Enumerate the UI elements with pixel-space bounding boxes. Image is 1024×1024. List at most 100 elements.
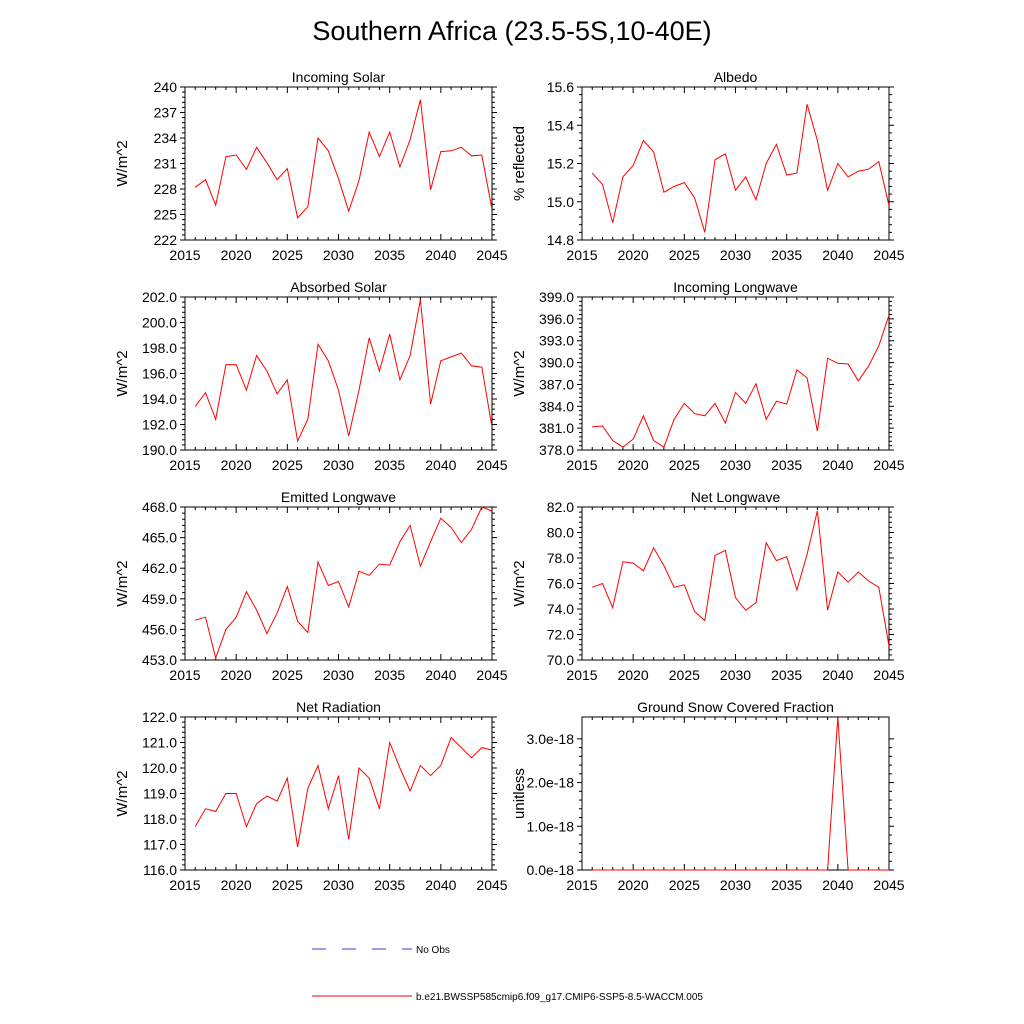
y-tick-label-net-longwave: 76.0 (547, 576, 574, 592)
x-tick-label-net-longwave: 2015 (566, 667, 597, 683)
x-tick-label-net-radiation: 2035 (374, 877, 405, 893)
y-tick-label-emitted-longwave: 459.0 (142, 591, 177, 607)
y-tick-label-incoming-solar: 222 (154, 232, 178, 248)
x-tick-label-net-radiation: 2040 (425, 877, 456, 893)
y-tick-label-albedo: 14.8 (547, 232, 574, 248)
x-tick-label-net-radiation: 2020 (221, 877, 252, 893)
x-tick-label-incoming-longwave: 2030 (720, 457, 751, 473)
x-tick-label-incoming-solar: 2035 (374, 247, 405, 263)
x-tick-label-net-radiation: 2045 (476, 877, 507, 893)
panel-title-net-longwave: Net Longwave (691, 489, 781, 505)
y-tick-label-incoming-longwave: 399.0 (539, 289, 574, 305)
x-tick-label-net-longwave: 2030 (720, 667, 751, 683)
y-tick-label-absorbed-solar: 196.0 (142, 366, 177, 382)
y-tick-label-net-radiation: 122.0 (142, 709, 177, 725)
panel-title-incoming-longwave: Incoming Longwave (673, 279, 798, 295)
y-tick-label-incoming-solar: 240 (154, 79, 178, 95)
y-tick-label-emitted-longwave: 456.0 (142, 621, 177, 637)
x-tick-label-incoming-longwave: 2015 (566, 457, 597, 473)
y-axis-label-emitted-longwave: W/m^2 (114, 560, 131, 606)
x-tick-label-incoming-solar: 2040 (425, 247, 456, 263)
panel-incoming-longwave: Incoming Longwave 2015 2020 2025 2030 2035 204… (511, 279, 905, 473)
panel-absorbed-solar: Absorbed Solar 2015 2020 2025 2030 2035 2040 20… (114, 279, 508, 473)
series-line-albedo (591, 104, 889, 233)
y-tick-label-incoming-longwave: 387.0 (539, 376, 574, 392)
y-tick-label-incoming-longwave: 378.0 (539, 442, 574, 458)
y-tick-label-albedo: 15.4 (547, 117, 574, 133)
y-tick-label-ground-snow-covered-fraction: 2.0e-18 (527, 775, 575, 791)
panel-net-longwave: Net Longwave 2015 2020 2025 2030 2035 2040 2045… (511, 489, 905, 683)
series-line-ground-snow-covered-fraction (592, 716, 889, 871)
y-axis-label-absorbed-solar: W/m^2 (114, 350, 131, 396)
plot-frame-incoming-solar (184, 86, 493, 241)
panel-albedo: Albedo 2015 2020 2025 2030 2035 2040 2045 14.8 15… (511, 69, 905, 263)
y-tick-label-absorbed-solar: 190.0 (142, 442, 177, 458)
panel-ground-snow-covered-fraction: Ground Snow Covered Fraction 2015 2020 2025… (511, 699, 905, 893)
y-tick-label-net-radiation: 117.0 (143, 837, 177, 853)
x-tick-label-absorbed-solar: 2040 (425, 457, 456, 473)
legend: No Obs b.e21.BWSSP585cmip6.f09_g17.CMIP6… (312, 945, 703, 1003)
x-tick-label-net-longwave: 2040 (822, 667, 853, 683)
y-tick-label-absorbed-solar: 202.0 (142, 289, 177, 305)
y-tick-label-absorbed-solar: 198.0 (142, 340, 177, 356)
panel-emitted-longwave: Emitted Longwave 2015 2020 2025 2030 2035 2040… (114, 489, 508, 683)
plot-frame-emitted-longwave (184, 506, 493, 661)
y-tick-label-net-radiation: 121.0 (142, 735, 177, 751)
y-tick-label-net-longwave: 70.0 (547, 652, 574, 668)
series-line-emitted-longwave (195, 506, 492, 660)
x-tick-label-net-longwave: 2035 (771, 667, 802, 683)
y-tick-label-emitted-longwave: 462.0 (142, 560, 177, 576)
panel-title-emitted-longwave: Emitted Longwave (281, 489, 396, 505)
x-tick-label-albedo: 2035 (771, 247, 802, 263)
plot-frame-albedo (581, 86, 890, 241)
series-line-net-radiation (194, 736, 492, 848)
y-axis-label-ground-snow-covered-fraction: unitless (511, 768, 528, 819)
x-tick-label-incoming-solar: 2015 (169, 247, 200, 263)
y-tick-label-incoming-solar: 228 (154, 181, 178, 197)
x-tick-label-net-radiation: 2015 (169, 877, 200, 893)
panels-group: Incoming Solar 2015 2020 2025 2030 2035 2040 20… (114, 69, 905, 893)
y-tick-label-ground-snow-covered-fraction: 3.0e-18 (527, 731, 575, 747)
x-tick-label-incoming-longwave: 2045 (873, 457, 904, 473)
y-tick-label-incoming-solar: 234 (154, 130, 178, 146)
y-tick-label-net-longwave: 74.0 (547, 601, 574, 617)
y-axis-label-net-longwave: W/m^2 (511, 560, 528, 606)
x-tick-label-incoming-solar: 2030 (323, 247, 354, 263)
x-tick-label-emitted-longwave: 2025 (272, 667, 303, 683)
x-tick-label-emitted-longwave: 2020 (221, 667, 252, 683)
x-tick-label-net-radiation: 2025 (272, 877, 303, 893)
x-tick-label-incoming-solar: 2020 (221, 247, 252, 263)
y-tick-label-ground-snow-covered-fraction: 0.0e-18 (527, 862, 575, 878)
x-tick-label-absorbed-solar: 2020 (221, 457, 252, 473)
legend-obs-label: No Obs (416, 945, 450, 956)
figure-title: Southern Africa (23.5-5S,10-40E) (312, 16, 711, 46)
panel-incoming-solar: Incoming Solar 2015 2020 2025 2030 2035 2040 20… (114, 69, 508, 263)
series-line-net-longwave (592, 510, 889, 647)
x-tick-label-incoming-longwave: 2020 (618, 457, 649, 473)
x-tick-label-incoming-longwave: 2025 (669, 457, 700, 473)
x-tick-label-albedo: 2015 (566, 247, 597, 263)
y-tick-label-net-radiation: 119.0 (143, 786, 177, 802)
y-tick-label-incoming-longwave: 384.0 (539, 398, 574, 414)
x-tick-label-albedo: 2040 (822, 247, 853, 263)
y-tick-label-net-longwave: 82.0 (547, 499, 574, 515)
y-tick-label-emitted-longwave: 453.0 (142, 652, 177, 668)
x-tick-label-net-longwave: 2045 (873, 667, 904, 683)
plot-frame-net-longwave (581, 506, 890, 661)
x-tick-label-ground-snow-covered-fraction: 2035 (771, 877, 802, 893)
x-tick-label-emitted-longwave: 2045 (476, 667, 507, 683)
panel-net-radiation: Net Radiation 2015 2020 2025 2030 2035 2040 204… (114, 699, 508, 893)
x-tick-label-albedo: 2020 (618, 247, 649, 263)
y-tick-label-net-radiation: 120.0 (142, 760, 177, 776)
y-tick-label-incoming-longwave: 390.0 (539, 355, 574, 371)
y-tick-label-net-longwave: 72.0 (547, 627, 574, 643)
x-tick-label-net-longwave: 2020 (618, 667, 649, 683)
y-tick-label-albedo: 15.6 (547, 79, 574, 95)
y-tick-label-emitted-longwave: 465.0 (142, 530, 177, 546)
series-line-incoming-solar (194, 99, 492, 219)
x-tick-label-ground-snow-covered-fraction: 2020 (618, 877, 649, 893)
legend-model-label: b.e21.BWSSP585cmip6.f09_g17.CMIP6-SSP5-8… (416, 992, 703, 1003)
y-tick-label-incoming-longwave: 396.0 (539, 311, 574, 327)
y-tick-label-incoming-longwave: 393.0 (539, 333, 574, 349)
